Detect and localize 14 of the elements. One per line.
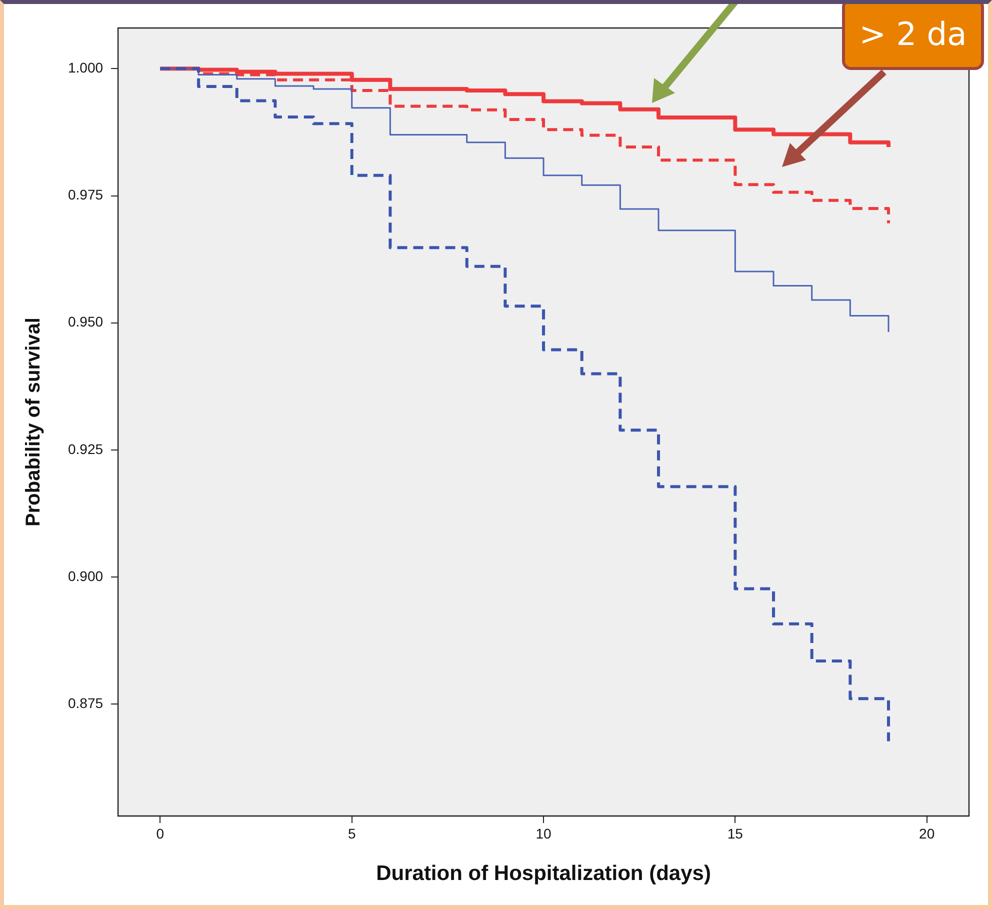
y-tick-label: 0.975 bbox=[68, 186, 104, 203]
x-tick-label: 20 bbox=[919, 825, 935, 842]
x-tick-label: 5 bbox=[348, 825, 356, 842]
y-tick-label: 0.875 bbox=[68, 695, 104, 712]
x-axis-title: Duration of Hospitalization (days) bbox=[376, 862, 711, 886]
y-tick-label: 0.900 bbox=[68, 568, 104, 584]
x-tick-label: 0 bbox=[156, 825, 164, 842]
annotation: > 2 da bbox=[858, 14, 968, 55]
x-tick-label: 10 bbox=[536, 825, 552, 842]
y-axis-title: Probability of survival bbox=[22, 318, 45, 526]
y-tick-label: 1.000 bbox=[68, 60, 104, 76]
y-tick-label: 0.950 bbox=[68, 314, 104, 330]
x-tick-label: 15 bbox=[727, 825, 744, 842]
y-tick-label: 0.925 bbox=[68, 440, 104, 457]
